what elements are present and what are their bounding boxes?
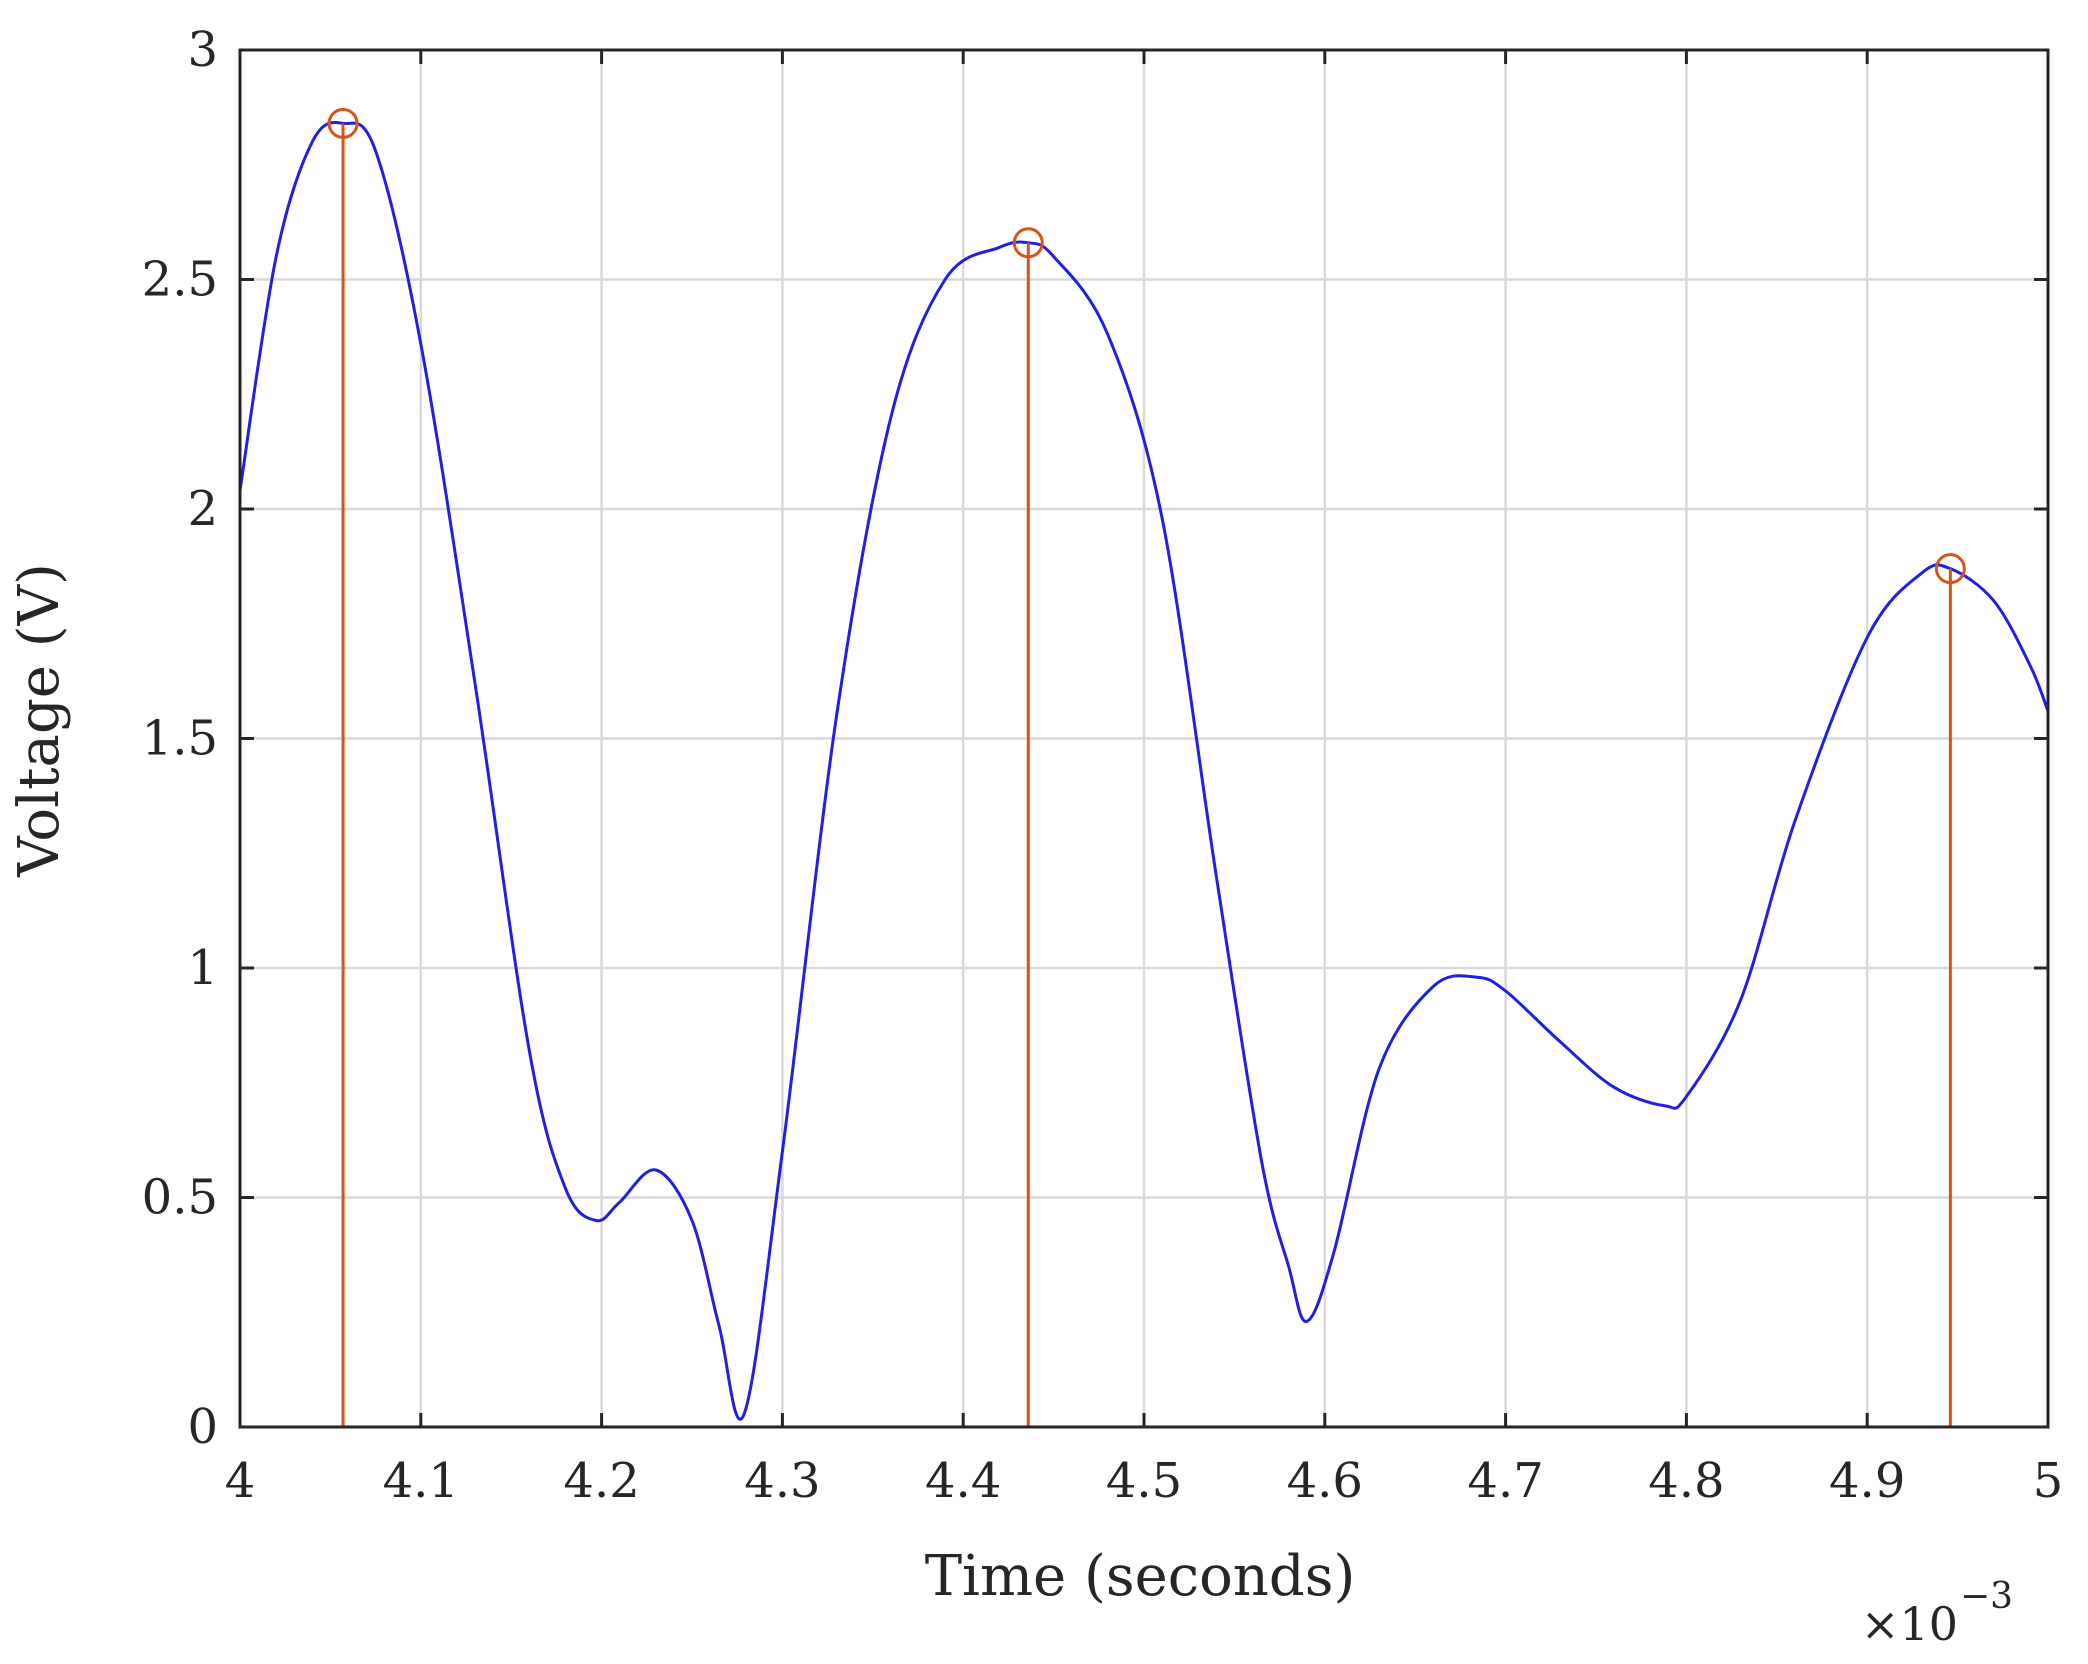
- x-tick-label: 4.6: [1287, 1453, 1363, 1509]
- axes-box: [238, 48, 2050, 1429]
- axes-frame: [238, 48, 2050, 1429]
- y-tick-label: 2: [187, 481, 218, 537]
- y-tick-label: 0.5: [142, 1170, 218, 1226]
- y-tick-label: 2.5: [142, 252, 218, 308]
- y-axis-title: Voltage (V): [7, 563, 72, 878]
- x-exponent-label: ×10 −3: [1861, 1576, 2013, 1651]
- x-tick-label: 4.4: [925, 1453, 1001, 1509]
- peak-marker: [1934, 553, 1966, 585]
- x-tick-label: 4.8: [1648, 1453, 1724, 1509]
- grid: [240, 50, 2048, 1427]
- peak-marker: [1012, 227, 1044, 259]
- y-tick-label: 3: [187, 22, 218, 78]
- x-exponent-power: −3: [1960, 1576, 2013, 1617]
- peak-stems: [327, 107, 1966, 1427]
- x-tick-label: 4.1: [383, 1453, 459, 1509]
- x-tick-label: 4.2: [563, 1453, 639, 1509]
- x-tick-label: 4.5: [1106, 1453, 1182, 1509]
- x-tick-label: 4.3: [744, 1453, 820, 1509]
- tick-labels: 4 4.1 4.2 4.3 4.4 4.5 4.6 4.7 4.8 4.9 5 0 0.5 1 1.5 2 2.…: [142, 22, 2064, 1509]
- y-tick-label: 1.5: [142, 711, 218, 767]
- y-tick-label: 1: [187, 940, 218, 996]
- x-tick-label: 4.9: [1829, 1453, 1905, 1509]
- x-tick-label: 4.7: [1467, 1453, 1543, 1509]
- y-tick-label: 0: [187, 1399, 218, 1455]
- peak-marker: [327, 107, 359, 139]
- x-tick-label: 5: [2033, 1453, 2064, 1509]
- x-tick-label: 4: [225, 1453, 256, 1509]
- x-exponent-base: ×10: [1861, 1597, 1958, 1651]
- x-axis-title: Time (seconds): [925, 1544, 1356, 1609]
